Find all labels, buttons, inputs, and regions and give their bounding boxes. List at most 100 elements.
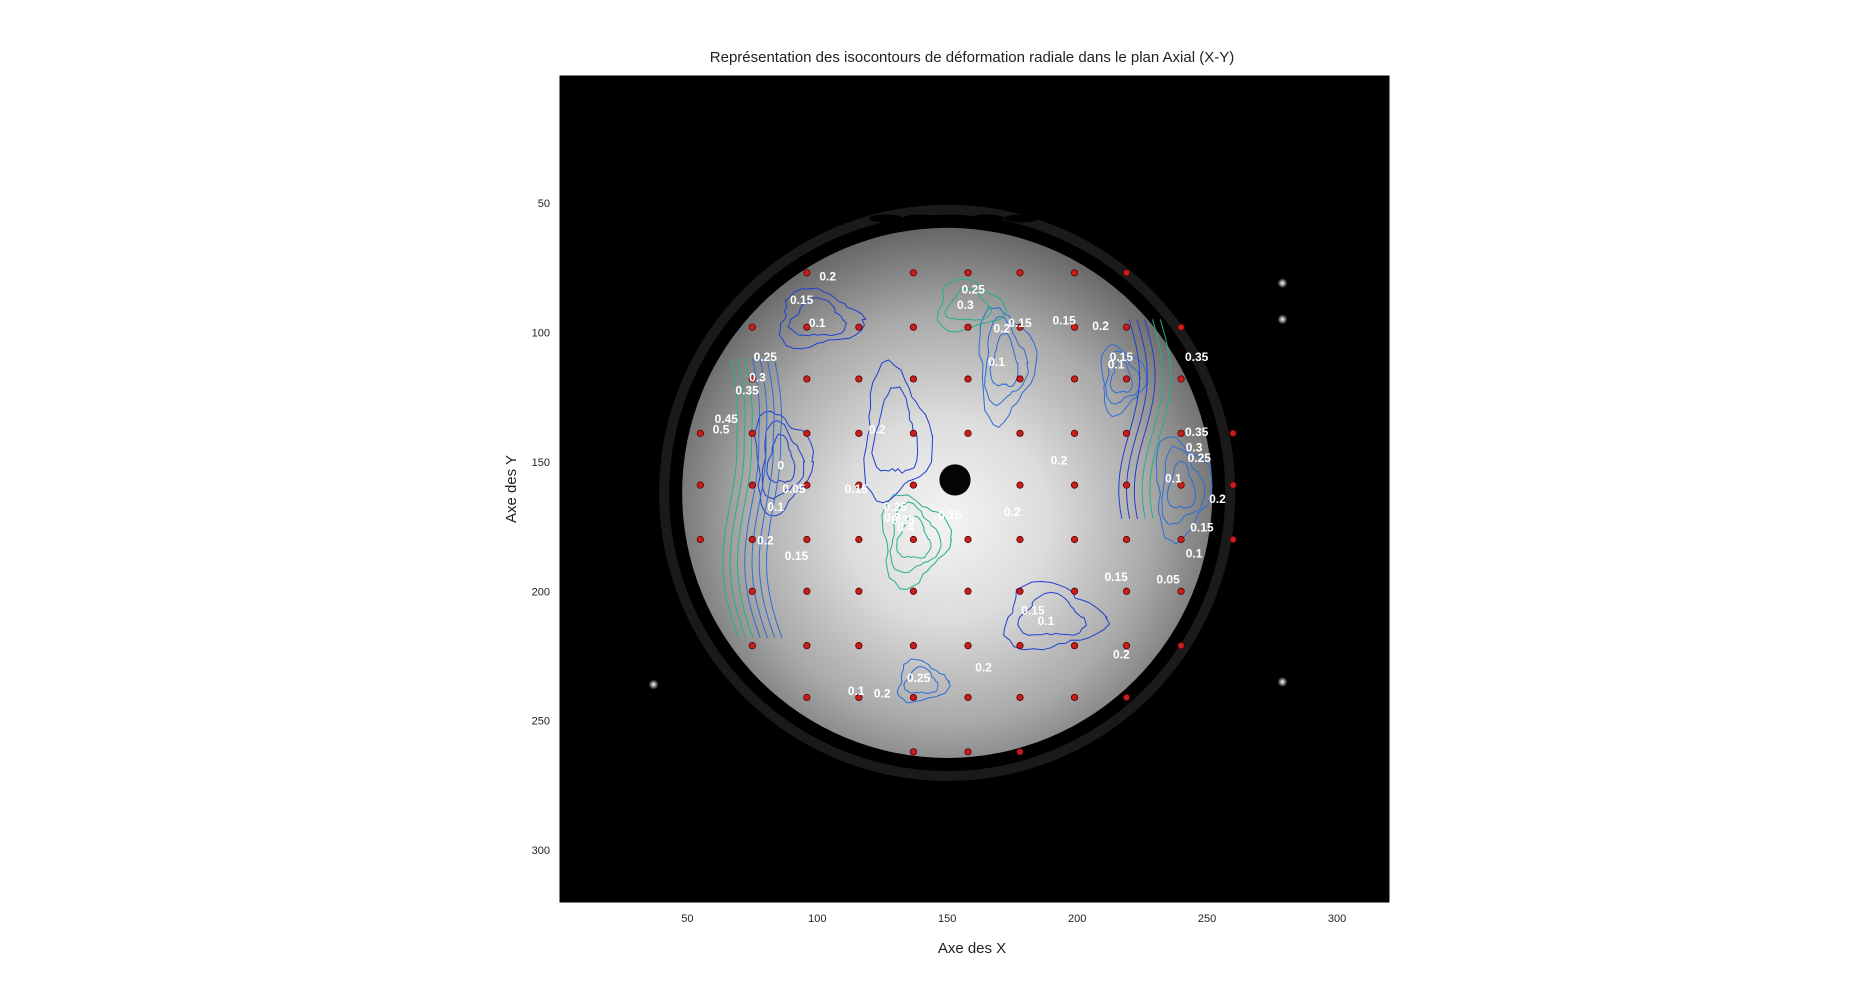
measurement-marker xyxy=(696,429,704,437)
contour-line xyxy=(989,332,1019,388)
measurement-marker xyxy=(1122,481,1131,489)
contour-label: 0.15 xyxy=(1104,570,1128,584)
measurement-marker xyxy=(855,587,863,595)
contour-label: 0.05 xyxy=(1156,573,1180,587)
measurement-marker xyxy=(803,269,811,277)
measurement-marker xyxy=(748,375,756,383)
measurement-marker xyxy=(964,693,972,702)
contour-line xyxy=(944,288,992,321)
measurement-marker xyxy=(1122,269,1131,277)
contour-label: 0.15 xyxy=(1008,316,1032,330)
contour-line xyxy=(1166,460,1197,509)
x-tick-label: 100 xyxy=(808,913,826,925)
measurement-marker xyxy=(1016,323,1024,331)
measurement-marker xyxy=(1122,375,1131,383)
measurement-marker xyxy=(1070,481,1079,489)
contour-label: 0.15 xyxy=(938,508,962,522)
contour-line xyxy=(863,359,934,504)
plot-area: 0.20.150.10.250.30.20.15 0.15 0.20.250.30.… xyxy=(532,75,1390,925)
measurement-marker xyxy=(964,375,972,383)
measurement-marker xyxy=(1122,323,1131,331)
measurement-marker xyxy=(748,429,756,437)
measurement-marker xyxy=(1229,481,1237,489)
measurement-marker xyxy=(1070,269,1079,277)
measurement-marker xyxy=(909,748,918,756)
bright-spot xyxy=(648,679,659,690)
contour-label: 0.3 xyxy=(957,298,974,312)
y-axis-title: Axe des Y xyxy=(503,455,520,523)
measurement-marker xyxy=(909,375,918,383)
measurement-marker xyxy=(803,375,811,383)
contour-label: 0.3 xyxy=(884,510,901,524)
x-tick-label: 250 xyxy=(1198,913,1216,925)
contour-label: 0.4 xyxy=(897,521,914,535)
measurement-marker xyxy=(964,587,972,595)
y-tick-label: 200 xyxy=(532,586,550,598)
measurement-marker xyxy=(1177,642,1185,650)
contour-line xyxy=(787,297,847,337)
contour-label: 0.2 xyxy=(757,534,774,548)
contour-label: 0.1 xyxy=(988,355,1005,369)
contour-label: 0.25 xyxy=(1188,451,1212,465)
measurement-marker xyxy=(964,748,972,756)
contour-label: 0.35 xyxy=(1185,425,1209,439)
contour-line xyxy=(1149,319,1172,519)
x-axis-title: Axe des X xyxy=(938,940,1006,957)
measurement-marker xyxy=(1070,323,1079,331)
measurement-marker xyxy=(855,429,863,437)
contour-label: 0.5 xyxy=(713,422,730,436)
axes-frame xyxy=(559,75,1390,903)
measurement-marker xyxy=(1016,748,1024,756)
contour-line xyxy=(1105,350,1142,405)
measurement-marker xyxy=(855,642,863,650)
phantom-center-hole xyxy=(939,464,971,496)
contour-label: 0.3 xyxy=(1186,440,1203,454)
measurement-marker xyxy=(748,587,756,595)
contour-label: 0.25 xyxy=(962,283,986,297)
measurement-marker xyxy=(748,323,756,331)
contour-line xyxy=(1133,319,1156,519)
contour-label: 0.1 xyxy=(1108,358,1125,372)
contour-label: 0.2 xyxy=(819,270,836,284)
measurement-marker xyxy=(909,429,918,437)
contour-line xyxy=(722,358,739,639)
bright-spot xyxy=(1277,676,1288,687)
y-tick-label: 100 xyxy=(532,327,550,339)
contour-label: 0.2 xyxy=(975,661,992,675)
contour-label: 0.15 xyxy=(1190,521,1214,535)
measurement-marker xyxy=(964,429,972,437)
contour-line xyxy=(778,287,867,350)
measurement-marker xyxy=(803,642,811,650)
measurement-marker xyxy=(1070,642,1079,650)
contour-line xyxy=(984,315,1030,407)
measurement-marker xyxy=(803,429,811,437)
phantom-notch xyxy=(936,214,971,223)
contour-label: 0.1 xyxy=(1186,547,1203,561)
phantom-outer-ring xyxy=(659,204,1236,781)
measurement-marker xyxy=(1122,535,1131,544)
contour-line xyxy=(889,501,942,574)
measurement-marker xyxy=(1070,587,1079,595)
measurement-marker xyxy=(748,535,756,544)
measurement-marker xyxy=(964,535,972,544)
contour-label: 0.2 xyxy=(1004,505,1021,519)
contour-label: 0.2 xyxy=(1113,648,1130,662)
contour-label: 0.25 xyxy=(884,500,908,514)
measurement-marker xyxy=(696,535,704,544)
contour-line xyxy=(881,494,953,591)
contour-line xyxy=(729,358,747,639)
measurement-marker xyxy=(803,481,811,489)
contour-line xyxy=(1118,319,1141,519)
contour-label: 0.15 xyxy=(845,482,869,496)
contour-line xyxy=(896,658,951,704)
measurement-marker xyxy=(855,693,863,702)
contour-label: 0.35 xyxy=(735,383,759,397)
contour-label: 0.1 xyxy=(1038,614,1055,628)
phantom-notch xyxy=(869,214,904,223)
measurement-marker xyxy=(1070,535,1079,544)
measurement-marker xyxy=(909,269,918,277)
measurement-marker xyxy=(1016,693,1024,702)
contour-label: 0.35 xyxy=(891,513,915,527)
